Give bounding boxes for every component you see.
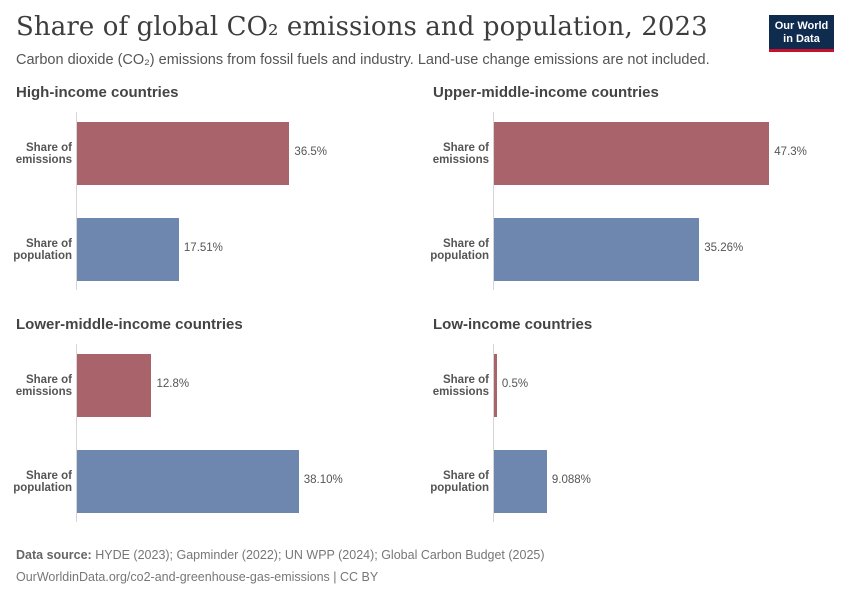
population-bar[interactable] bbox=[77, 450, 299, 513]
axis-line bbox=[76, 344, 77, 522]
emissions-bar[interactable] bbox=[77, 354, 152, 417]
chart-title: Share of global CO₂ emissions and popula… bbox=[16, 12, 708, 42]
population-bar[interactable] bbox=[494, 218, 700, 281]
chart-panel: Upper-middle-income countries Share of emi… bbox=[430, 84, 833, 304]
logo-line-1: Our World bbox=[774, 20, 829, 32]
emissions-bar[interactable] bbox=[494, 354, 497, 417]
source-url[interactable]: OurWorldinData.org/co2-and-greenhouse-ga… bbox=[16, 570, 379, 584]
panel-title: Lower-middle-income countries bbox=[16, 316, 243, 333]
panel-title: High-income countries bbox=[16, 84, 179, 101]
bar-value-label: 17.51% bbox=[183, 242, 223, 254]
emissions-bar[interactable] bbox=[77, 122, 290, 185]
bar-value-label: 9.088% bbox=[551, 474, 591, 486]
panel-title: Upper-middle-income countries bbox=[433, 84, 659, 101]
emissions-bar[interactable] bbox=[494, 122, 770, 185]
population-bar[interactable] bbox=[77, 218, 179, 281]
category-label: Share of population bbox=[13, 470, 72, 494]
axis-line bbox=[76, 112, 77, 290]
bar-value-label: 47.3% bbox=[774, 146, 807, 158]
category-label: Share of emissions bbox=[15, 374, 72, 398]
owid-logo[interactable]: Our World in Data bbox=[769, 15, 834, 52]
category-label: Share of emissions bbox=[432, 374, 489, 398]
category-label: Share of emissions bbox=[15, 142, 72, 166]
bar-value-label: 35.26% bbox=[704, 242, 744, 254]
data-source: Data source: HYDE (2023); Gapminder (202… bbox=[16, 548, 545, 562]
category-label: Share of population bbox=[430, 238, 489, 262]
logo-line-2: in Data bbox=[783, 33, 820, 45]
chart-subtitle: Carbon dioxide (CO₂) emissions from foss… bbox=[16, 52, 710, 68]
axis-line bbox=[493, 344, 494, 522]
population-bar[interactable] bbox=[494, 450, 547, 513]
panel-title: Low-income countries bbox=[433, 316, 593, 333]
chart-panel: High-income countries Share of emissions 36… bbox=[13, 84, 416, 304]
chart-panel: Low-income countries Share of emissions 0.5… bbox=[430, 316, 833, 536]
category-label: Share of emissions bbox=[432, 142, 489, 166]
bar-value-label: 36.5% bbox=[294, 146, 328, 158]
bar-value-label: 38.10% bbox=[303, 474, 343, 486]
data-source-text: HYDE (2023); Gapminder (2022); UN WPP (2… bbox=[95, 548, 545, 562]
bar-value-label: 0.5% bbox=[501, 378, 529, 390]
category-label: Share of population bbox=[13, 238, 72, 262]
data-source-label: Data source: bbox=[16, 548, 92, 562]
axis-line bbox=[493, 112, 494, 290]
category-label: Share of population bbox=[430, 470, 489, 494]
chart-panel: Lower-middle-income countries Share of emi… bbox=[13, 316, 416, 536]
bar-value-label: 12.8% bbox=[156, 378, 190, 390]
